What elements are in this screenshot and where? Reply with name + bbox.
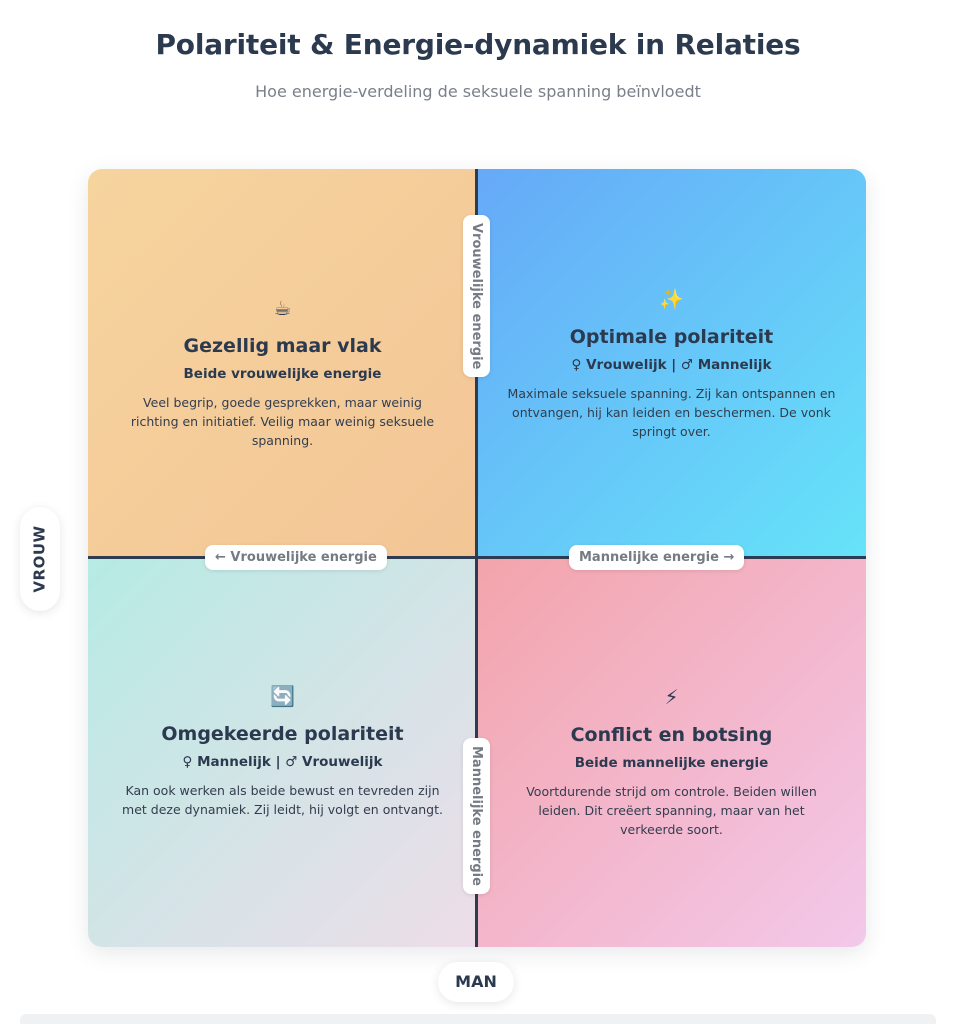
page-subtitle: Hoe energie-verdeling de seksuele spanni… <box>255 82 701 101</box>
quadrant-title: Omgekeerde polariteit <box>161 723 404 745</box>
quadrant-bottom-right: ⚡ Conflict en botsing Beide mannelijke e… <box>477 558 866 947</box>
quadrant-title: Gezellig maar vlak <box>183 335 382 357</box>
y-axis-title: VROUW <box>20 507 60 611</box>
quadrant-bottom-left: 🔄 Omgekeerde polariteit ♀ Mannelijk | ♂ … <box>88 558 477 947</box>
axis-label-top: Vrouwelijke energie <box>463 215 490 378</box>
quadrant-top-right: ✨ Optimale polariteit ♀ Vrouwelijk | ♂ M… <box>477 169 866 558</box>
quadrant-subtitle: ♀ Vrouwelijk | ♂ Mannelijk <box>571 357 772 373</box>
axis-label-left: ← Vrouwelijke energie <box>205 545 387 570</box>
quadrant-top-left: ☕ Gezellig maar vlak Beide vrouwelijke e… <box>88 169 477 558</box>
sparkles-icon: ✨ <box>659 287 684 311</box>
y-axis-title-text: VROUW <box>31 525 50 593</box>
quadrant-subtitle: Beide vrouwelijke energie <box>183 366 382 382</box>
quadrant-subtitle: Beide mannelijke energie <box>574 755 769 771</box>
quadrant-subtitle: ♀ Mannelijk | ♂ Vrouwelijk <box>182 754 383 770</box>
lightning-icon: ⚡ <box>664 685 679 709</box>
page-title: Polariteit & Energie-dynamiek in Relatie… <box>155 28 801 61</box>
polarity-matrix: ☕ Gezellig maar vlak Beide vrouwelijke e… <box>88 169 866 947</box>
axis-label-right: Mannelijke energie → <box>569 545 745 570</box>
coffee-cup-icon: ☕ <box>273 296 292 320</box>
axis-label-bottom: Mannelijke energie <box>463 738 490 894</box>
page-bottom-bar <box>20 1014 936 1024</box>
cycle-arrows-icon: 🔄 <box>270 684 295 708</box>
x-axis-title: MAN <box>438 962 514 1002</box>
quadrant-description: Maximale seksuele spanning. Zij kan onts… <box>507 386 836 439</box>
quadrant-title: Conflict en botsing <box>570 724 773 746</box>
quadrant-description: Veel begrip, goede gesprekken, maar wein… <box>130 395 435 448</box>
quadrant-description: Kan ook werken als beide bewust en tevre… <box>122 783 443 817</box>
quadrant-description: Voortdurende strijd om controle. Beiden … <box>526 784 817 837</box>
horizontal-axis-line <box>88 556 866 559</box>
quadrant-title: Optimale polariteit <box>569 326 774 348</box>
